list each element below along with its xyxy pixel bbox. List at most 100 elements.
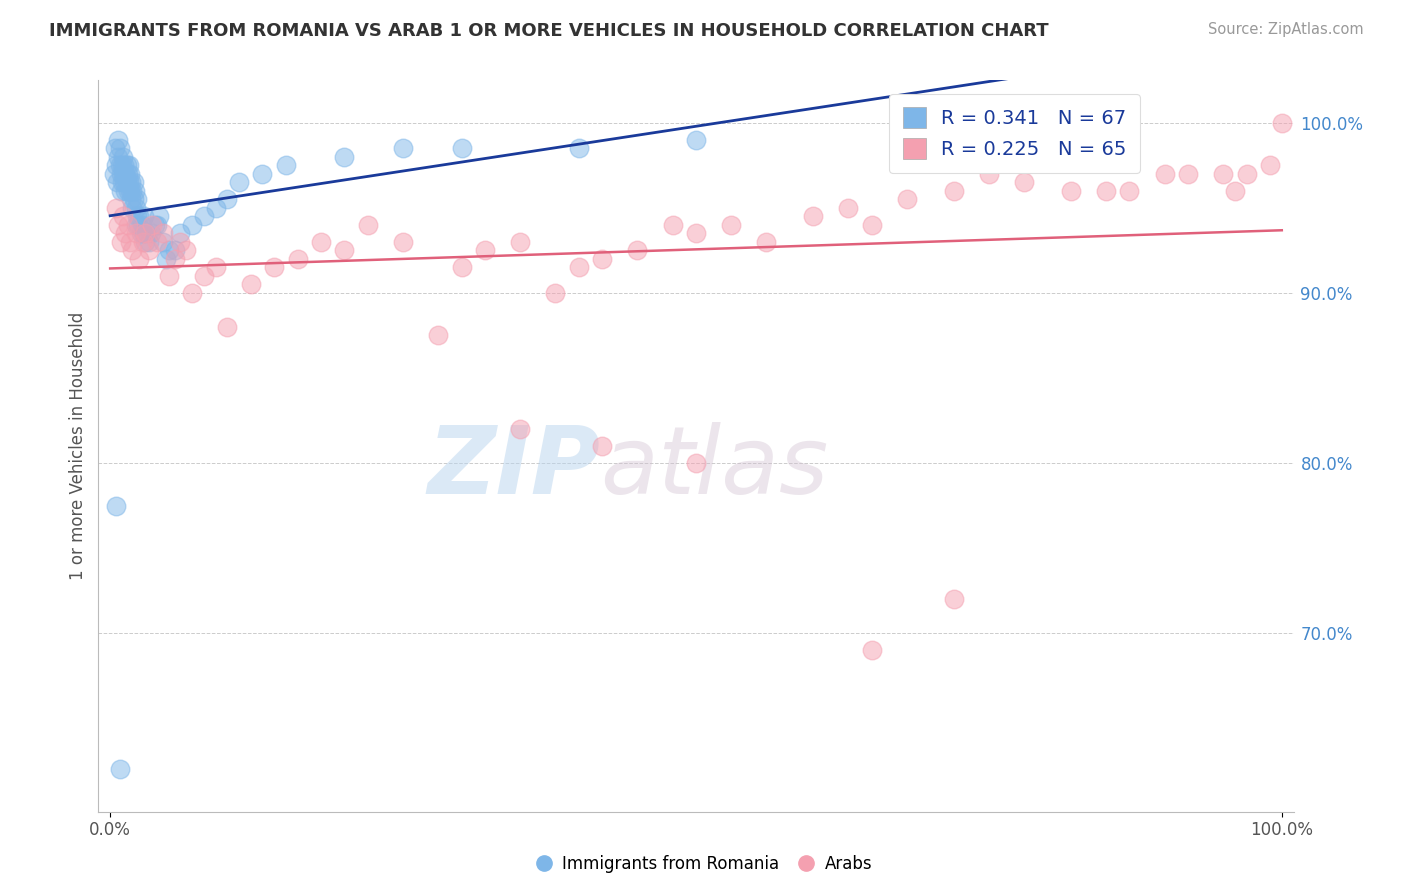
Point xyxy=(309,235,332,249)
Text: IMMIGRANTS FROM ROMANIA VS ARAB 1 OR MORE VEHICLES IN HOUSEHOLD CORRELATION CHAR: IMMIGRANTS FROM ROMANIA VS ARAB 1 OR MOR… xyxy=(49,22,1049,40)
Point xyxy=(127,192,149,206)
Point xyxy=(450,260,472,275)
Point xyxy=(115,175,138,189)
Point xyxy=(128,210,150,224)
Text: Source: ZipAtlas.com: Source: ZipAtlas.com xyxy=(1208,22,1364,37)
Point xyxy=(942,592,965,607)
Point xyxy=(357,218,380,232)
Point xyxy=(124,184,146,198)
Point xyxy=(125,218,148,232)
Point xyxy=(860,218,883,232)
Point xyxy=(1258,158,1281,172)
Point xyxy=(111,175,134,189)
Point xyxy=(122,175,145,189)
Point xyxy=(1095,184,1118,198)
Point xyxy=(1118,184,1140,198)
Point xyxy=(837,201,859,215)
Point xyxy=(942,184,965,198)
Point xyxy=(114,184,136,198)
Point xyxy=(152,235,174,249)
Point xyxy=(107,150,129,164)
Point xyxy=(105,158,128,172)
Point xyxy=(110,235,132,249)
Point xyxy=(152,227,174,241)
Point xyxy=(146,218,169,232)
Point xyxy=(131,218,153,232)
Point xyxy=(146,235,169,249)
Point xyxy=(274,158,297,172)
Point xyxy=(111,158,134,172)
Point xyxy=(217,320,239,334)
Point xyxy=(263,260,285,275)
Point xyxy=(128,252,150,266)
Point xyxy=(112,158,135,172)
Y-axis label: 1 or more Vehicles in Household: 1 or more Vehicles in Household xyxy=(69,312,87,580)
Legend: Immigrants from Romania, Arabs: Immigrants from Romania, Arabs xyxy=(527,848,879,880)
Point xyxy=(134,235,156,249)
Point xyxy=(755,235,778,249)
Point xyxy=(121,244,143,258)
Point xyxy=(626,244,648,258)
Point xyxy=(252,167,274,181)
Point xyxy=(181,285,204,300)
Point xyxy=(122,192,145,206)
Point xyxy=(217,192,239,206)
Point xyxy=(135,227,157,241)
Point xyxy=(105,201,128,215)
Point xyxy=(132,235,155,249)
Point xyxy=(239,277,262,292)
Point xyxy=(141,227,163,241)
Point xyxy=(333,244,356,258)
Point xyxy=(193,268,215,283)
Point xyxy=(115,158,138,172)
Point xyxy=(118,158,141,172)
Point xyxy=(169,235,191,249)
Point xyxy=(392,141,415,155)
Point xyxy=(228,175,250,189)
Point xyxy=(568,141,591,155)
Point xyxy=(509,235,531,249)
Point xyxy=(1012,175,1035,189)
Point xyxy=(163,252,186,266)
Point xyxy=(120,184,141,198)
Point xyxy=(155,252,177,266)
Point xyxy=(112,210,135,224)
Point xyxy=(1212,167,1234,181)
Point xyxy=(720,218,742,232)
Point xyxy=(169,227,191,241)
Point xyxy=(1223,184,1246,198)
Point xyxy=(105,499,128,513)
Text: atlas: atlas xyxy=(600,423,828,514)
Point xyxy=(138,244,160,258)
Point xyxy=(450,141,472,155)
Point xyxy=(121,184,143,198)
Point xyxy=(143,218,166,232)
Point xyxy=(129,227,152,241)
Point xyxy=(204,260,226,275)
Point xyxy=(127,218,149,232)
Point xyxy=(204,201,226,215)
Point xyxy=(685,227,707,241)
Point xyxy=(591,439,613,453)
Point xyxy=(591,252,613,266)
Point xyxy=(112,175,135,189)
Point xyxy=(107,133,129,147)
Legend: R = 0.341   N = 67, R = 0.225   N = 65: R = 0.341 N = 67, R = 0.225 N = 65 xyxy=(889,94,1140,173)
Point xyxy=(509,422,531,436)
Point xyxy=(544,285,567,300)
Point xyxy=(120,167,141,181)
Point xyxy=(103,167,125,181)
Point xyxy=(661,218,683,232)
Point xyxy=(108,141,131,155)
Point xyxy=(125,227,148,241)
Point xyxy=(138,235,160,249)
Point xyxy=(112,150,135,164)
Point xyxy=(141,218,163,232)
Point xyxy=(148,210,170,224)
Point xyxy=(105,175,128,189)
Point xyxy=(134,227,156,241)
Point xyxy=(117,218,139,232)
Point xyxy=(125,201,148,215)
Text: ZIP: ZIP xyxy=(427,422,600,514)
Point xyxy=(117,167,139,181)
